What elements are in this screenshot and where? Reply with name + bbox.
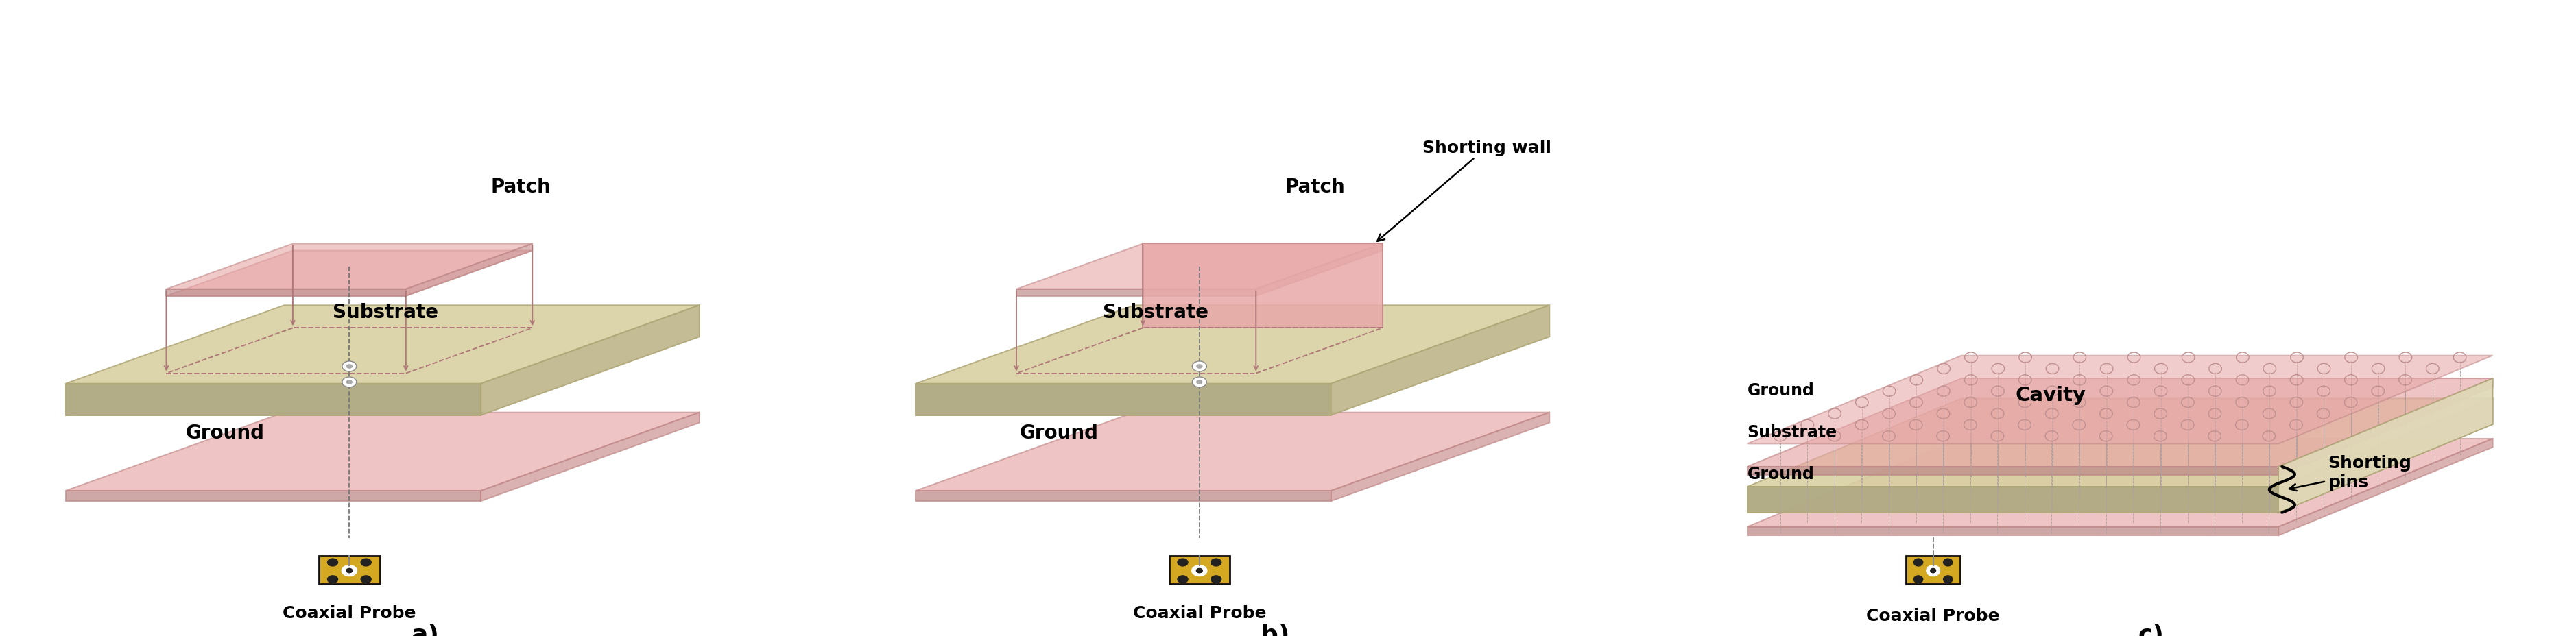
Polygon shape [1144,244,1383,328]
Polygon shape [1747,439,2494,527]
Polygon shape [482,413,701,501]
Circle shape [1195,364,1203,369]
Circle shape [345,380,353,385]
Circle shape [1193,565,1208,576]
Polygon shape [1018,244,1383,289]
Circle shape [1193,361,1206,372]
Polygon shape [67,413,701,491]
Text: Substrate: Substrate [1747,424,1837,441]
Polygon shape [1332,413,1551,501]
Text: Patch: Patch [492,177,551,196]
Polygon shape [1257,244,1383,296]
Polygon shape [1747,378,2494,467]
Polygon shape [1747,467,2280,476]
Text: Shorting wall: Shorting wall [1378,139,1551,242]
Polygon shape [1906,556,1960,584]
Circle shape [1914,576,1922,583]
Polygon shape [1747,487,2280,513]
Polygon shape [917,384,1332,415]
Text: Coaxial Probe: Coaxial Probe [1133,604,1267,621]
Text: Substrate: Substrate [332,303,438,322]
Polygon shape [67,384,482,415]
Text: Ground: Ground [1020,423,1097,442]
Polygon shape [167,251,533,296]
Text: Cavity: Cavity [2014,385,2087,404]
Text: Patch: Patch [1285,177,1345,196]
Circle shape [1195,569,1203,573]
Circle shape [1193,377,1206,387]
Circle shape [343,377,355,387]
Text: a): a) [412,623,438,636]
Polygon shape [1747,399,2494,487]
Text: Ground: Ground [185,423,265,442]
Circle shape [1177,558,1188,566]
Polygon shape [1332,305,1551,415]
Polygon shape [2280,399,2494,513]
Polygon shape [2280,439,2494,536]
Polygon shape [917,491,1332,501]
Circle shape [1914,558,1922,566]
Polygon shape [167,244,533,289]
Polygon shape [1747,356,2494,444]
Circle shape [1929,569,1935,573]
Circle shape [1195,380,1203,385]
Circle shape [1942,558,1953,566]
Circle shape [361,576,371,583]
Polygon shape [1747,527,2280,536]
Circle shape [345,569,353,573]
Circle shape [343,565,358,576]
Polygon shape [167,289,407,296]
Polygon shape [1170,556,1229,584]
Circle shape [345,364,353,369]
Text: Coaxial Probe: Coaxial Probe [1868,607,1999,623]
Text: b): b) [1260,623,1291,636]
Text: Substrate: Substrate [1103,303,1208,322]
Text: c): c) [2138,623,2164,636]
Polygon shape [917,413,1551,491]
Circle shape [1211,576,1221,583]
Circle shape [343,361,355,372]
Circle shape [1927,565,1940,576]
Circle shape [1177,576,1188,583]
Circle shape [327,576,337,583]
Polygon shape [1018,289,1257,296]
Polygon shape [2280,378,2494,513]
Text: Shorting
pins: Shorting pins [2290,455,2411,491]
Text: Ground: Ground [1747,382,1814,399]
Polygon shape [2280,378,2494,476]
Circle shape [1942,576,1953,583]
Polygon shape [917,305,1551,384]
Circle shape [361,558,371,566]
Text: Coaxial Probe: Coaxial Probe [283,604,417,621]
Text: Ground: Ground [1747,466,1814,481]
Polygon shape [67,305,701,384]
Polygon shape [319,556,379,584]
Circle shape [327,558,337,566]
Circle shape [1211,558,1221,566]
Polygon shape [482,305,701,415]
Polygon shape [407,244,533,296]
Polygon shape [67,491,482,501]
